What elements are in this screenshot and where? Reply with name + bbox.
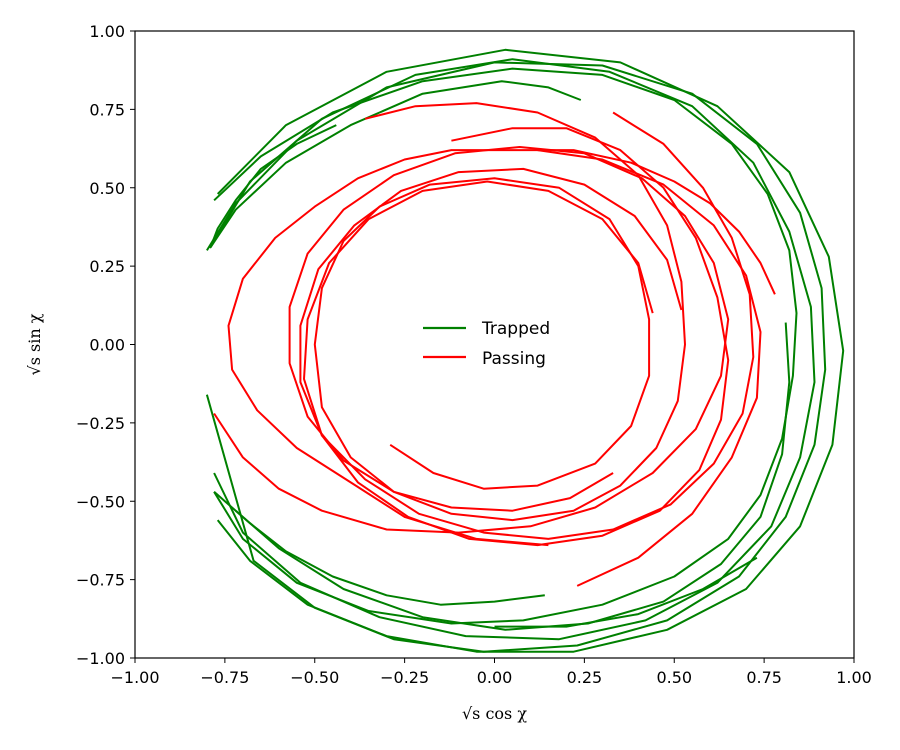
x-tick-label-1: −0.75 xyxy=(200,668,249,687)
legend-label-trapped: Trapped xyxy=(481,319,550,339)
x-tick-label-5: 0.25 xyxy=(567,668,603,687)
ticks-layer: −1.00 −0.75 −0.50 −0.25 0.00 0.25 0.50 0.75 1.00… xyxy=(76,22,872,687)
series-line-trapped-3 xyxy=(209,58,816,641)
series-line-trapped-0 xyxy=(209,80,582,249)
series-line-passing-8 xyxy=(313,102,686,522)
series-layer xyxy=(205,48,845,653)
y-tick-label-7: 0.75 xyxy=(89,100,125,119)
series-line-trapped-7 xyxy=(494,556,758,628)
series-line-passing-9 xyxy=(303,127,730,547)
y-tick-label-4: 0.00 xyxy=(89,336,125,355)
series-line-passing-12 xyxy=(227,149,776,547)
series-line-trapped-6 xyxy=(213,491,545,606)
x-tick-label-0: −1.00 xyxy=(110,668,159,687)
x-tick-label-7: 0.75 xyxy=(746,668,782,687)
x-tick-label-4: 0.00 xyxy=(477,668,513,687)
legend: Trapped Passing xyxy=(423,319,550,369)
x-tick-label-8: 1.00 xyxy=(836,668,872,687)
x-axis-label: √s cos χ xyxy=(462,704,527,723)
y-axis-label: √s sin χ xyxy=(25,313,44,375)
legend-label-passing: Passing xyxy=(482,349,546,369)
y-tick-label-5: 0.25 xyxy=(89,257,125,276)
series-line-passing-10 xyxy=(299,111,755,540)
series-line-trapped-4 xyxy=(216,48,845,653)
y-tick-label-8: 1.00 xyxy=(89,22,125,41)
y-tick-label-6: 0.50 xyxy=(89,179,125,198)
x-tick-label-2: −0.50 xyxy=(290,668,339,687)
series-line-trapped-5 xyxy=(235,322,791,631)
series-line-trapped-1 xyxy=(213,67,798,625)
series-line-passing-11 xyxy=(213,146,730,534)
y-tick-label-1: −0.75 xyxy=(76,571,125,590)
x-tick-label-6: 0.50 xyxy=(656,668,692,687)
y-tick-label-3: −0.25 xyxy=(76,414,125,433)
x-tick-label-3: −0.25 xyxy=(380,668,429,687)
y-tick-label-2: −0.50 xyxy=(76,492,125,511)
y-tick-label-0: −1.00 xyxy=(76,649,125,668)
series-line-passing-13 xyxy=(537,149,762,587)
